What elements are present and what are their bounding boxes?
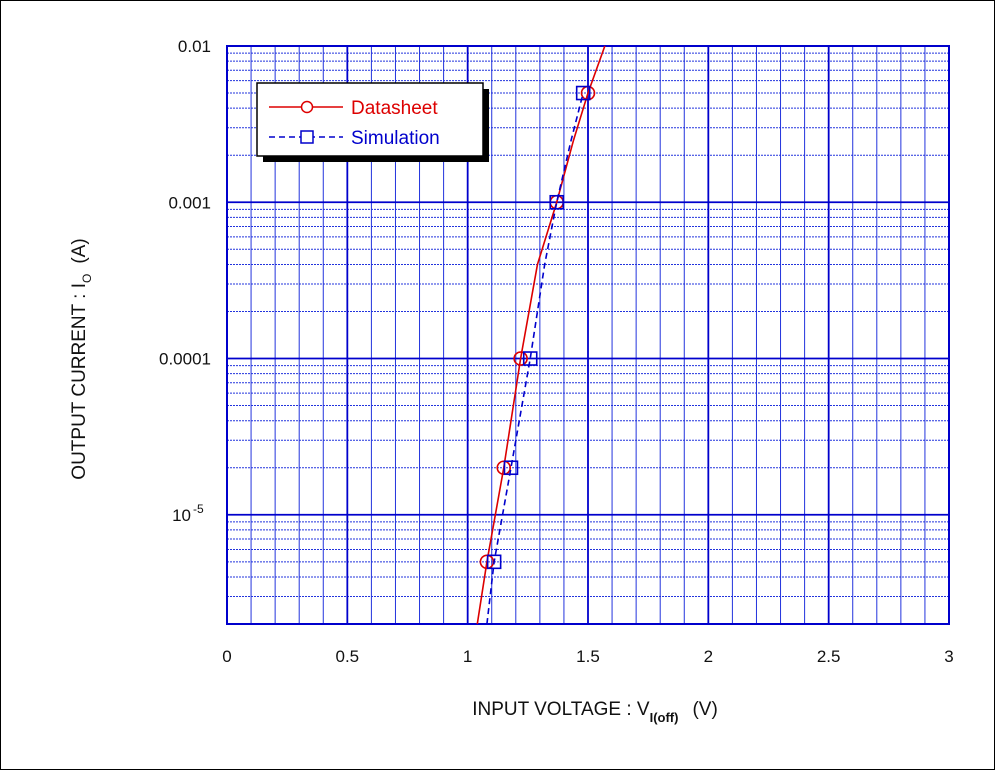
x-axis-label: INPUT VOLTAGE : VI(off) (V)	[472, 699, 718, 725]
x-axis-label-unit: (V)	[692, 699, 717, 720]
data-point-simulation	[575, 85, 591, 101]
y-tick-label: 0.001	[168, 193, 211, 212]
x-tick-label: 0	[222, 647, 231, 666]
x-tick-label: 0.5	[336, 647, 360, 666]
data-point-simulation	[522, 351, 538, 366]
x-axis-label-sub: I(off)	[650, 710, 679, 725]
y-axis-label: OUTPUT CURRENT : IO (A)	[69, 238, 94, 479]
x-axis-label-main: INPUT VOLTAGE : V	[472, 699, 650, 720]
legend-marker-datasheet	[300, 100, 314, 114]
y-tick-label: 0.01	[178, 37, 211, 56]
legend: Datasheet Simulation	[256, 82, 489, 162]
y-axis-label-main: OUTPUT CURRENT : I	[69, 283, 90, 480]
legend-marker-simulation	[300, 130, 314, 144]
x-tick-label: 3	[944, 647, 953, 666]
y-tick-label: 0.0001	[159, 350, 211, 369]
x-tick-label: 2.5	[817, 647, 841, 666]
x-tick-labels: 0 0.5 1 1.5 2 2.5 3	[222, 647, 953, 666]
series-line-datasheet	[476, 45, 606, 625]
series-line-simulation	[486, 92, 584, 625]
y-axis-label-unit: (A)	[69, 238, 90, 263]
y-axis-label-sub: O	[80, 274, 94, 283]
data-point-simulation	[503, 460, 519, 476]
y-tick-label-exponent: -5	[193, 502, 204, 516]
series-layer	[476, 45, 606, 625]
plot-area	[226, 45, 950, 625]
y-tick-label: 10	[172, 506, 191, 525]
data-point-simulation	[549, 194, 565, 210]
x-tick-label: 2	[704, 647, 713, 666]
legend-box	[256, 82, 484, 157]
data-point-datasheet	[513, 351, 528, 366]
x-tick-label: 1	[463, 647, 472, 666]
legend-label-simulation: Simulation	[351, 128, 440, 149]
y-tick-labels: 10 -5 0.0001 0.001 0.01	[159, 37, 211, 525]
data-point-simulation	[486, 554, 502, 570]
legend-label-datasheet: Datasheet	[351, 98, 438, 119]
x-tick-label: 1.5	[576, 647, 600, 666]
